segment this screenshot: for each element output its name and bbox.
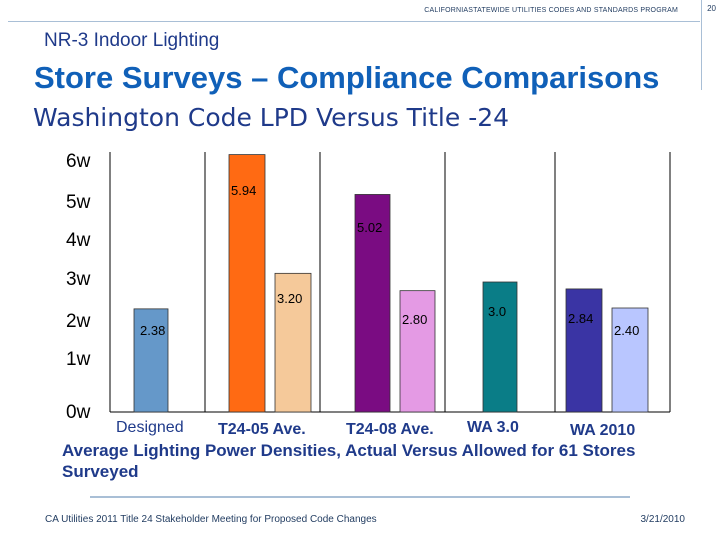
bar-chart: 0w 1w 2w 3w 4w 5w 6w 2.38 5.94 3.20 5.02 2.80 3.0 2.8… — [66, 151, 671, 439]
bar-value-label: 2.38 — [140, 323, 165, 338]
bar — [354, 194, 391, 413]
bar-value-label: 2.84 — [568, 311, 593, 326]
header-vertical-rule — [701, 0, 702, 90]
bar — [399, 290, 436, 413]
footer-text: CA Utilities 2011 Title 24 Stakeholder M… — [45, 514, 377, 525]
header-program: CALIFORNIASTATEWIDE UTILITIES CODES AND … — [424, 7, 678, 14]
bar — [228, 154, 266, 413]
header-rule — [8, 21, 700, 22]
bar — [133, 308, 169, 413]
y-tick-label: 3w — [66, 269, 91, 290]
bar-value-label: 5.02 — [357, 220, 382, 235]
topic-heading: NR-3 Indoor Lighting — [44, 30, 220, 51]
y-tick-label: 6w — [66, 151, 91, 172]
chart-subtitle: Washington Code LPD Versus Title -24 — [33, 103, 510, 132]
x-category-label: WA 3.0 — [467, 419, 519, 436]
bar — [482, 281, 518, 413]
bar — [274, 272, 312, 413]
bar-value-label: 5.94 — [231, 183, 256, 198]
x-category-label: T24-05 Ave. — [218, 421, 306, 438]
chart-caption: Average Lighting Power Densities, Actual… — [62, 441, 636, 481]
bar-value-label: 2.80 — [402, 312, 427, 327]
bar-value-label: 2.40 — [614, 323, 639, 338]
x-category-label: Designed — [116, 419, 184, 436]
page-title: Store Surveys – Compliance Comparisons — [34, 60, 660, 95]
x-category-label: WA 2010 — [570, 422, 635, 439]
bar-value-label: 3.0 — [488, 304, 506, 319]
y-tick-label: 4w — [66, 230, 91, 251]
slide-number: 20 — [707, 4, 716, 13]
y-tick-label: 0w — [66, 402, 91, 423]
footer-date: 3/21/2010 — [640, 514, 686, 525]
bar — [565, 288, 603, 413]
y-tick-label: 1w — [66, 349, 91, 370]
x-category-label: T24-08 Ave. — [346, 421, 434, 438]
y-tick-label: 2w — [66, 311, 91, 332]
bar — [611, 307, 649, 413]
footer-rule — [90, 496, 630, 498]
bar-value-label: 3.20 — [277, 291, 302, 306]
y-tick-label: 5w — [66, 192, 91, 213]
